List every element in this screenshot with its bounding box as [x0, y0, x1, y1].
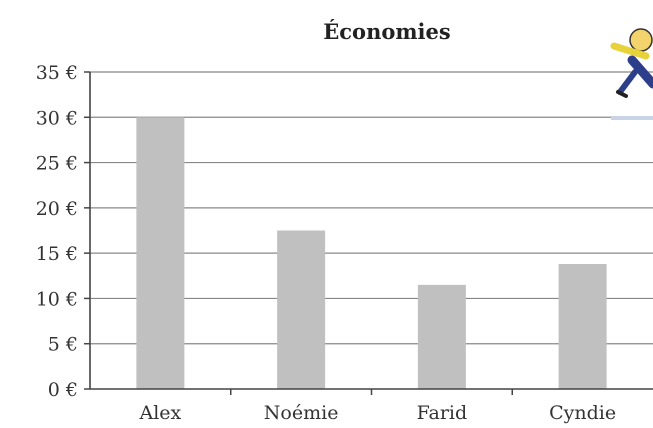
- y-tick-label: 10 €: [36, 288, 78, 310]
- x-tick-label: Alex: [138, 402, 181, 424]
- y-tick-label: 20 €: [36, 198, 78, 220]
- bar-cyndie: [558, 264, 607, 389]
- x-tick-labels: Alex Noémie Farid Cyndie: [138, 402, 616, 424]
- y-tick-label: 30 €: [36, 107, 78, 129]
- bars: [136, 117, 607, 390]
- y-tick-label: 25 €: [36, 153, 78, 175]
- y-tick-label: 15 €: [36, 243, 78, 265]
- bar-farid: [417, 284, 466, 389]
- axes: [84, 71, 653, 395]
- x-tick-label: Noémie: [264, 402, 339, 424]
- x-tick-label: Cyndie: [549, 402, 616, 424]
- y-tick-label: 5 €: [48, 334, 78, 356]
- running-person-icon: [610, 28, 653, 120]
- chart-title: Économies: [323, 19, 450, 44]
- x-tick-label: Farid: [417, 402, 468, 424]
- y-tick-label: 35 €: [36, 62, 78, 84]
- bar-noémie: [277, 230, 326, 389]
- bar-alex: [136, 117, 185, 390]
- y-tick-labels: 0 € 5 € 10 € 15 € 20 € 25 € 30 € 35 €: [36, 62, 78, 401]
- y-tick-label: 0 €: [48, 379, 78, 401]
